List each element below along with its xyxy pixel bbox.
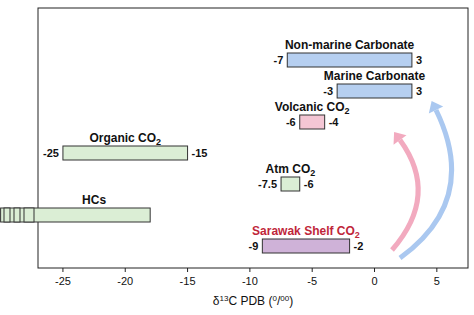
range-bar	[287, 53, 412, 67]
x-tick-label: -5	[307, 275, 317, 287]
x-tick	[374, 268, 375, 272]
plot-frame	[38, 8, 468, 268]
low-label: -25	[43, 147, 59, 159]
x-tick	[436, 268, 437, 272]
category-label: HCs	[82, 193, 106, 207]
category-label: Atm CO2	[266, 162, 316, 178]
x-tick-label: -20	[117, 275, 133, 287]
x-tick	[312, 268, 313, 272]
arrow-head	[429, 101, 443, 113]
range-bar	[63, 146, 188, 160]
x-tick	[187, 268, 188, 272]
break-mark	[14, 208, 20, 222]
high-label: -6	[304, 178, 314, 190]
category-label: Marine Carbonate	[324, 69, 426, 83]
x-axis: -25 -20 -15 -10 -5 0 5	[55, 268, 440, 287]
low-label: -9	[249, 240, 259, 252]
arrow-head	[394, 132, 407, 145]
x-tick-label: 0	[371, 275, 377, 287]
category-label: Volcanic CO2	[275, 100, 350, 116]
x-tick-label: -15	[180, 275, 196, 287]
low-label: -7	[273, 54, 283, 66]
chart: -25 -20 -15 -10 -5 0 5 δ13C PDB (0/00) Non-marin…	[0, 0, 474, 315]
range-bar	[337, 84, 412, 98]
range-bar	[300, 115, 325, 129]
x-tick-label: -10	[242, 275, 258, 287]
category-label: Sarawak Shelf CO2	[252, 224, 360, 240]
break-mark	[4, 208, 10, 222]
category-label: Non-marine Carbonate	[285, 38, 415, 52]
range-bar	[1, 208, 151, 222]
range-bar	[262, 239, 349, 253]
x-tick	[62, 268, 63, 272]
high-label: -4	[329, 116, 340, 128]
x-axis-title: δ13C PDB (0/00)	[213, 294, 293, 308]
high-label: 3	[416, 54, 422, 66]
range-bar	[281, 177, 300, 191]
category-label: Organic CO2	[89, 131, 161, 147]
low-label: -3	[323, 85, 333, 97]
low-label: -6	[286, 116, 296, 128]
arrow	[400, 110, 452, 258]
low-label: -7.5	[258, 178, 277, 190]
x-tick-label: 5	[434, 275, 440, 287]
high-label: 3	[416, 85, 422, 97]
break-mark	[24, 208, 34, 222]
x-tick	[249, 268, 250, 272]
x-tick	[125, 268, 126, 272]
high-label: -2	[354, 240, 364, 252]
high-label: -15	[192, 147, 208, 159]
x-tick-label: -25	[55, 275, 71, 287]
arrow	[392, 140, 418, 250]
